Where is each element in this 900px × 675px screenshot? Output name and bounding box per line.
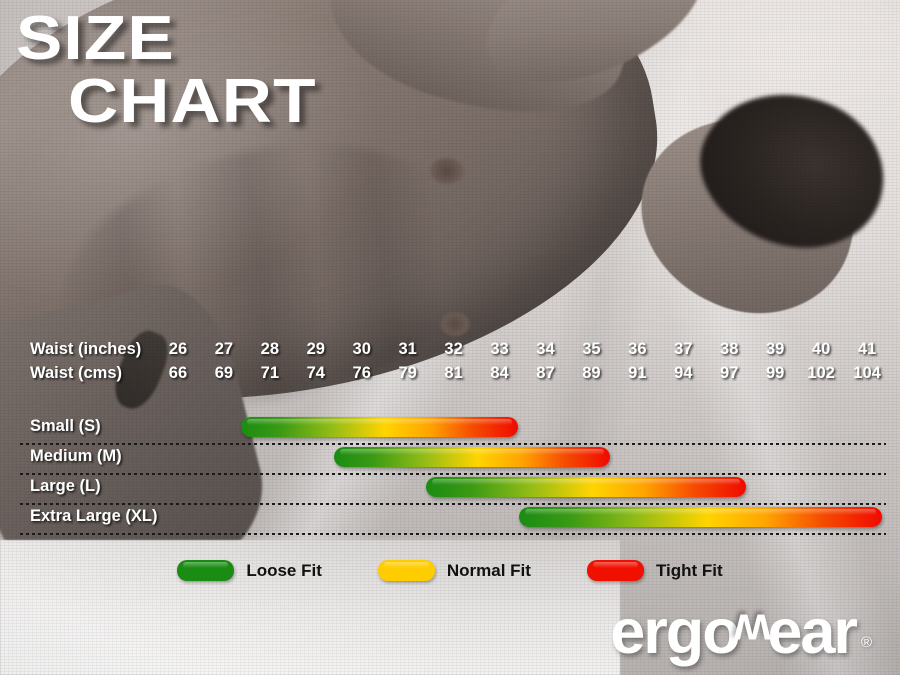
measurement-value: 102 <box>807 364 835 382</box>
size-row: Extra Large (XL) <box>0 505 900 535</box>
measurement-value: 29 <box>306 340 325 358</box>
measurement-values: 26 27 28 29 30 31 32 33 34 35 36 37 38 39 40 41 <box>155 340 890 359</box>
measurement-value: 81 <box>444 364 463 382</box>
measurement-value: 40 <box>811 340 831 358</box>
logo-text-ergo: ergo <box>610 597 741 668</box>
measurement-value: 36 <box>628 340 647 358</box>
registered-trademark-icon: ® <box>860 634 872 651</box>
row-divider <box>20 443 886 445</box>
legend-swatch <box>377 560 435 581</box>
measurement-value: 31 <box>398 340 417 358</box>
size-row-label: Medium (M) <box>30 447 122 465</box>
size-row-label: Small (S) <box>30 417 101 435</box>
row-divider <box>20 503 886 505</box>
legend-item: Loose Fit <box>177 560 322 581</box>
measurement-value: 69 <box>214 364 234 382</box>
logo-rotated-w: w <box>735 604 771 657</box>
legend-swatch <box>177 560 235 581</box>
legend-label: Normal Fit <box>446 560 531 580</box>
legend-label: Loose Fit <box>246 560 322 580</box>
measurement-row: Waist (inches) 26 27 28 29 30 31 32 33 34 35 36 37 38… <box>0 340 900 364</box>
measurement-value: 89 <box>582 364 601 382</box>
measurement-row: Waist (cms) 66 69 71 74 76 79 81 84 87 89 91 94 97 99 1… <box>0 364 900 388</box>
measurement-row-label: Waist (cms) <box>30 364 122 382</box>
size-row-label: Large (L) <box>30 477 101 495</box>
legend-item: Tight Fit <box>586 560 723 581</box>
measurement-value: 87 <box>536 364 555 382</box>
row-divider <box>20 533 886 535</box>
measurement-value: 94 <box>674 364 693 382</box>
size-row: Small (S) <box>0 415 900 445</box>
measurement-value: 76 <box>352 364 371 382</box>
size-bars-table: Small (S) Medium (M) Large (L) Extra Large … <box>0 415 900 535</box>
measurement-value: 99 <box>765 364 785 382</box>
measurement-value: 37 <box>674 340 693 358</box>
measurement-value: 104 <box>853 364 881 382</box>
model-chest-detail-lower <box>440 312 470 336</box>
row-divider <box>20 473 886 475</box>
measurement-value: 39 <box>765 340 785 358</box>
title-line-size: SIZE <box>16 4 175 73</box>
measurement-value: 41 <box>857 340 877 358</box>
measurement-value: 38 <box>720 340 739 358</box>
logo-wordmark: ergo w ear <box>610 597 858 668</box>
logo-text-ear: ear <box>767 597 858 668</box>
model-chest-detail-upper <box>430 158 464 184</box>
measurement-value: 84 <box>490 364 509 382</box>
size-row: Medium (M) <box>0 445 900 475</box>
measurement-values: 66 69 71 74 76 79 81 84 87 89 91 94 97 99 102 104 <box>155 364 890 383</box>
legend-swatch <box>586 560 644 581</box>
measurement-value: 27 <box>214 340 234 358</box>
measurement-value: 66 <box>168 364 188 382</box>
title-line-chart: CHART <box>68 66 317 136</box>
measurement-value: 28 <box>260 340 280 358</box>
measurement-value: 32 <box>444 340 463 358</box>
measurement-table: Waist (inches) 26 27 28 29 30 31 32 33 34 35 36 37 38… <box>0 340 900 388</box>
measurement-value: 35 <box>582 340 601 358</box>
legend-item: Normal Fit <box>377 560 531 581</box>
measurement-value: 30 <box>352 340 371 358</box>
measurement-value: 97 <box>720 364 739 382</box>
measurement-value: 34 <box>536 340 555 358</box>
measurement-value: 26 <box>168 340 188 358</box>
brand-logo: ergo w ear ® <box>610 597 872 668</box>
size-range-bar <box>334 447 610 467</box>
measurement-value: 71 <box>260 364 280 382</box>
measurement-value: 33 <box>490 340 509 358</box>
size-range-bar <box>241 417 518 437</box>
measurement-row-label: Waist (inches) <box>30 340 142 358</box>
size-range-bar <box>519 507 882 527</box>
size-row-label: Extra Large (XL) <box>30 507 158 525</box>
bedsheet-foreground <box>0 540 620 675</box>
legend-label: Tight Fit <box>655 560 723 580</box>
measurement-value: 74 <box>306 364 325 382</box>
measurement-value: 79 <box>398 364 417 382</box>
page-title: SIZE CHART <box>16 8 316 132</box>
legend: Loose Fit Normal Fit Tight Fit <box>0 560 900 581</box>
measurement-value: 91 <box>628 364 647 382</box>
size-range-bar <box>426 477 746 497</box>
size-row: Large (L) <box>0 475 900 505</box>
